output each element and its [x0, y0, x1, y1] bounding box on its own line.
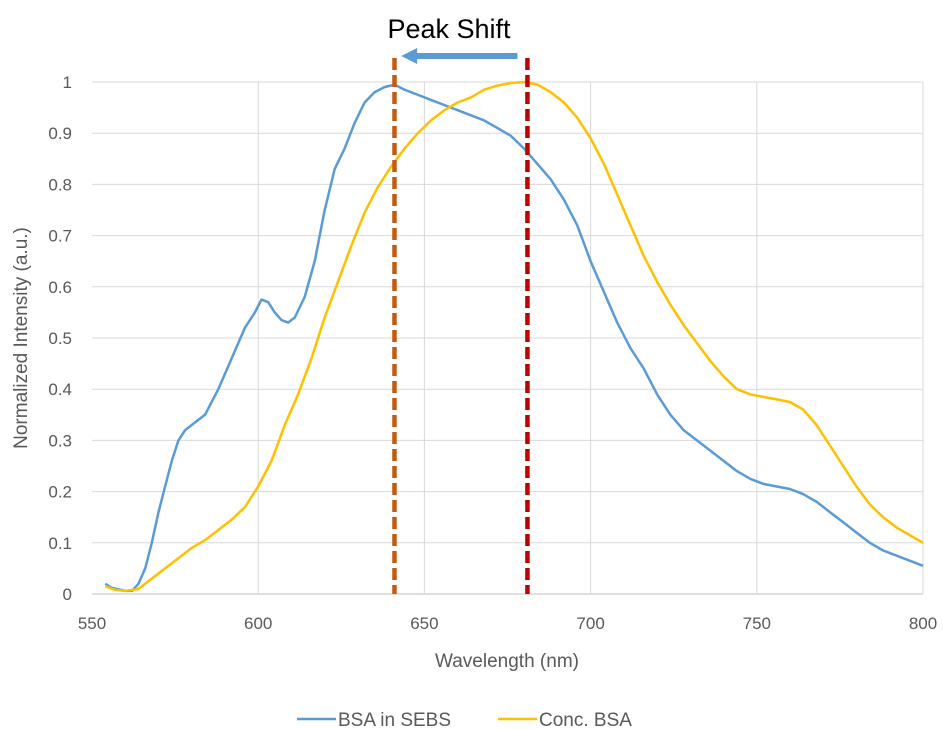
x-tick-label: 600: [244, 614, 272, 633]
y-tick-label: 0.1: [48, 534, 72, 553]
x-tick-label: 550: [78, 614, 106, 633]
y-tick-label: 0.5: [48, 329, 72, 348]
y-tick-label: 0.3: [48, 431, 72, 450]
legend: BSA in SEBS Conc. BSA: [297, 710, 632, 729]
annotation-layer: [392, 48, 530, 594]
x-tick-label: 650: [410, 614, 438, 633]
series-layer: [104, 80, 924, 593]
x-axis-title: Wavelength (nm): [435, 651, 579, 672]
series-line-bsa-in-sebs: [104, 83, 924, 593]
y-tick-label: 0.7: [48, 227, 72, 246]
grid: [92, 81, 924, 595]
legend-label-bsa-in-sebs: BSA in SEBS: [338, 710, 451, 729]
y-axis-title: Normalized Intensity (a.u.): [11, 227, 32, 449]
peak-shift-arrow-head: [401, 48, 418, 64]
y-tick-label: 0.4: [48, 380, 72, 399]
tick-labels: 0 0.1 0.2 0.3 0.4 0.5 0.6 0.7 0.8 0.9 1 550 600 650 70…: [48, 73, 937, 633]
y-tick-label: 0.2: [48, 483, 72, 502]
x-tick-label: 700: [576, 614, 604, 633]
peak-shift-label: Peak Shift: [387, 14, 511, 44]
y-tick-label: 0.6: [48, 278, 72, 297]
y-tick-label: 0.8: [48, 175, 72, 194]
series-line-conc-bsa: [104, 80, 924, 593]
x-tick-label: 750: [743, 614, 771, 633]
x-tick-label: 800: [909, 614, 937, 633]
y-tick-label: 0.9: [48, 124, 72, 143]
y-tick-label: 1: [63, 73, 72, 92]
y-tick-label: 0: [63, 585, 72, 604]
legend-label-conc-bsa: Conc. BSA: [539, 710, 632, 729]
